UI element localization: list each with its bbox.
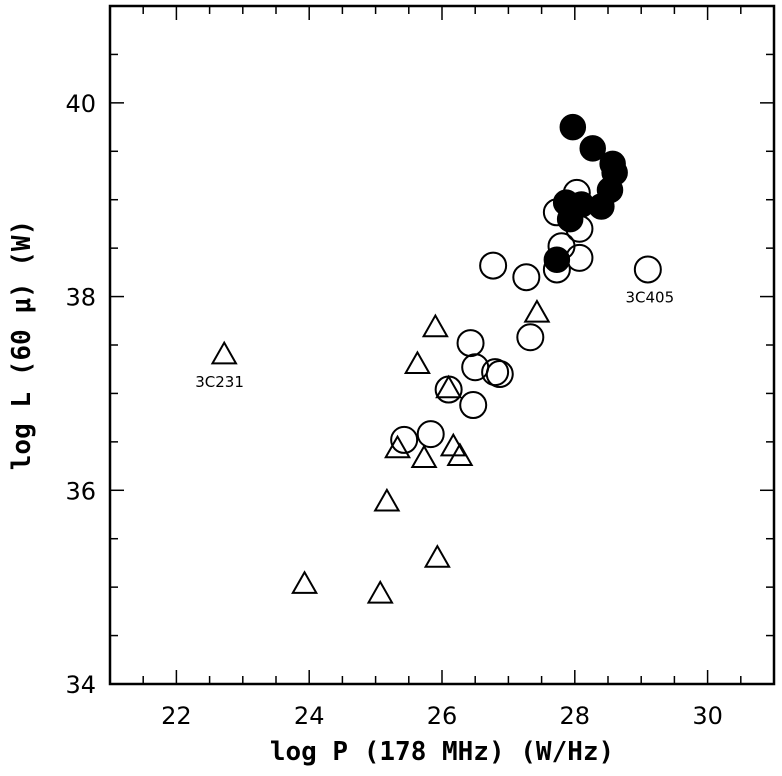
open-circle-point	[456, 329, 485, 358]
open-circle-point	[633, 255, 662, 284]
open-circle-point	[512, 263, 541, 292]
triangle-point	[291, 570, 319, 594]
annotations: 3C231 3C405	[195, 289, 674, 391]
open-circle-point	[434, 375, 463, 404]
open-circle-point	[565, 243, 594, 272]
x-tick-label: 30	[692, 702, 723, 730]
triangle-point	[384, 434, 411, 459]
triangle-point	[435, 374, 463, 399]
triangle-point	[410, 444, 438, 468]
triangle-point	[403, 350, 431, 375]
x-axis-label: log P (178 MHz) (W/Hz)	[270, 737, 614, 767]
y-tick-label: 34	[65, 671, 96, 699]
triangle-point	[423, 544, 451, 568]
data-points	[210, 113, 662, 604]
x-tick-label: 28	[560, 702, 591, 730]
open-circle-point	[479, 251, 508, 280]
y-tick-label: 40	[65, 90, 96, 118]
triangle-point	[446, 442, 474, 467]
open-circle-point	[485, 360, 514, 389]
triangle-point	[421, 313, 449, 338]
open-circle-point	[416, 420, 445, 449]
triangle-point	[366, 579, 394, 604]
filled-circle-point	[579, 135, 606, 162]
filled-circle-point	[559, 113, 587, 141]
plot-frame	[108, 4, 776, 686]
tick-labels: 22 24 26 28 30 34 36 38 40	[65, 90, 722, 730]
x-tick-label: 22	[161, 702, 192, 730]
filled-circle-point	[556, 205, 584, 233]
triangle-point	[210, 340, 238, 365]
open-circle-point	[390, 425, 419, 454]
source-label: 3C231	[195, 373, 244, 391]
triangle-point	[439, 432, 467, 457]
y-tick-label: 38	[65, 284, 96, 312]
y-tick-label: 36	[65, 477, 96, 505]
triangle-point	[373, 487, 401, 512]
source-label: 3C405	[626, 289, 675, 307]
triangle-point	[523, 299, 551, 323]
open-circle-point	[516, 323, 545, 352]
open-circle-point	[459, 391, 488, 420]
axis-ticks	[110, 6, 774, 684]
filled-circle-point	[543, 246, 571, 274]
open-circle-point	[461, 353, 490, 382]
x-tick-label: 24	[294, 702, 325, 730]
y-axis-label: log L (60 μ) (W)	[7, 220, 37, 470]
open-circle-point	[481, 358, 510, 387]
x-tick-label: 26	[427, 702, 458, 730]
